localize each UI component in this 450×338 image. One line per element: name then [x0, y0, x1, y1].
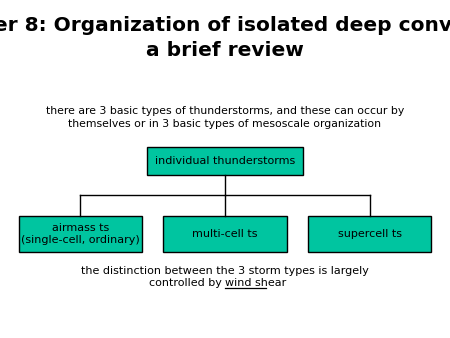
FancyBboxPatch shape: [308, 216, 431, 252]
Text: controlled by: controlled by: [148, 277, 225, 288]
Text: wind shear: wind shear: [225, 277, 286, 288]
Text: supercell ts: supercell ts: [338, 229, 402, 239]
Text: multi-cell ts: multi-cell ts: [192, 229, 258, 239]
Text: airmass ts
(single-cell, ordinary): airmass ts (single-cell, ordinary): [21, 223, 140, 245]
Text: Chapter 8: Organization of isolated deep convection
a brief review: Chapter 8: Organization of isolated deep…: [0, 17, 450, 60]
FancyBboxPatch shape: [163, 216, 287, 252]
Text: the distinction between the 3 storm types is largely: the distinction between the 3 storm type…: [81, 266, 369, 276]
FancyBboxPatch shape: [147, 147, 303, 175]
Text: there are 3 basic types of thunderstorms, and these can occur by
themselves or i: there are 3 basic types of thunderstorms…: [46, 106, 404, 129]
FancyBboxPatch shape: [19, 216, 142, 252]
Text: individual thunderstorms: individual thunderstorms: [155, 156, 295, 166]
